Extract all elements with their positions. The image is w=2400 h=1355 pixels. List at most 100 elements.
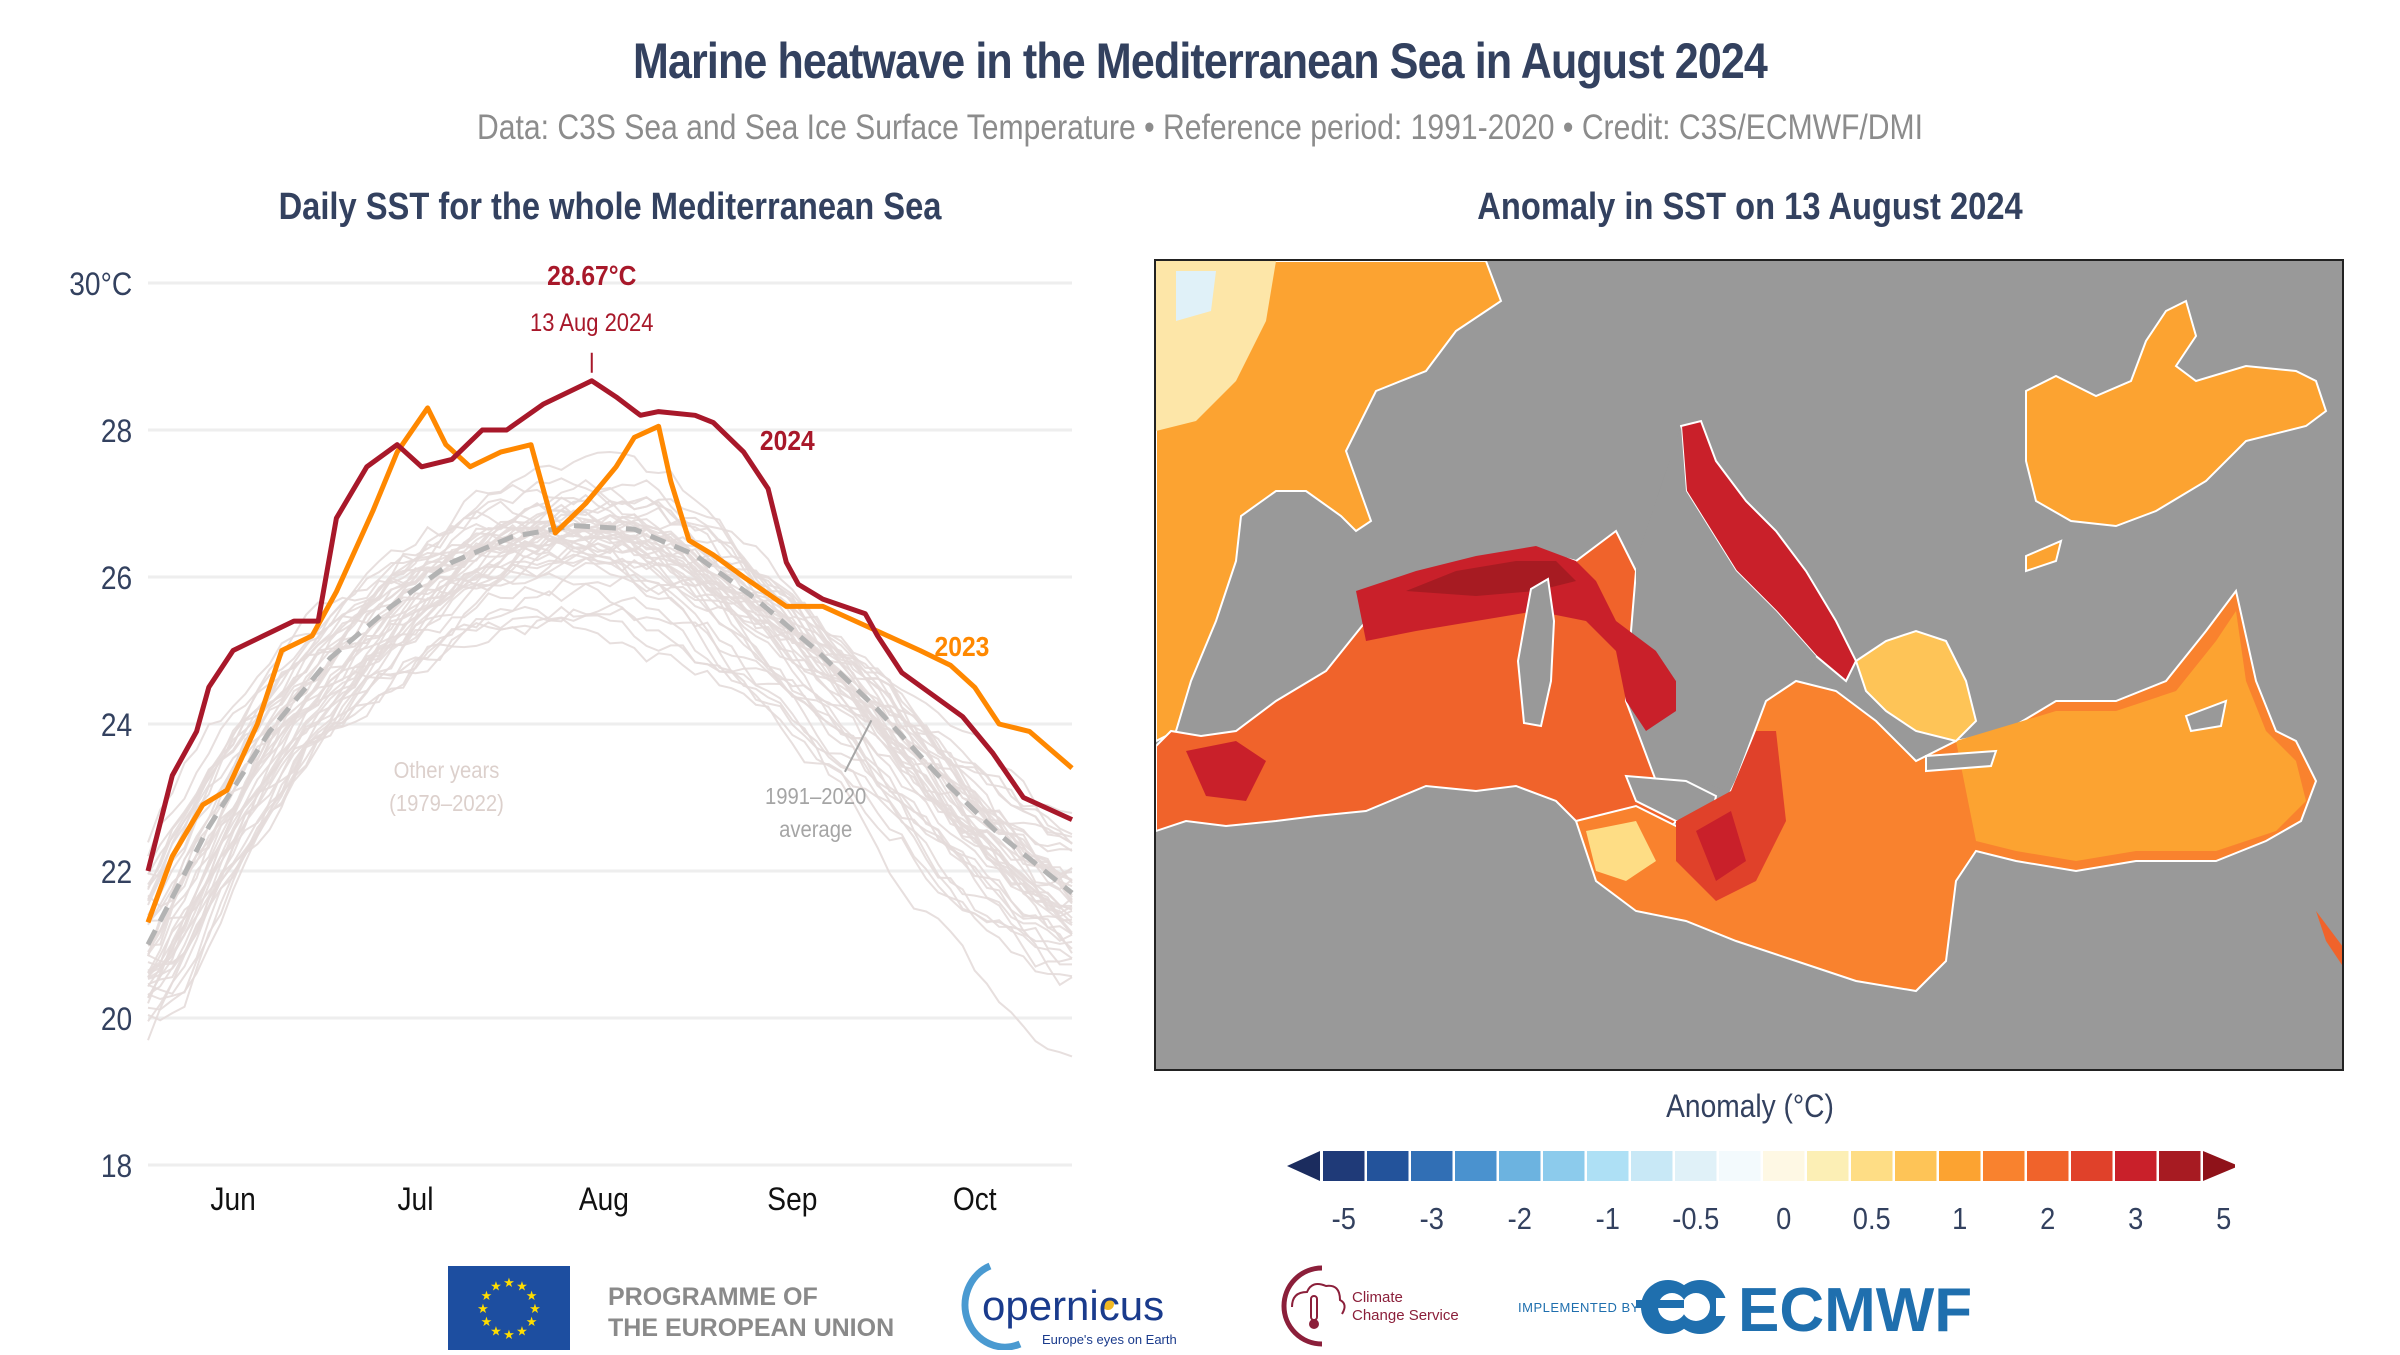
x-tick-label: Oct (953, 1182, 997, 1217)
atlantic-pale-patch (1176, 271, 1216, 321)
colorbar-swatch (1807, 1151, 1849, 1181)
colorbar-swatch (2115, 1151, 2157, 1181)
cloud-icon (1291, 1283, 1346, 1315)
thermometer-icon (1310, 1295, 1318, 1321)
label-average-2: average (779, 816, 852, 843)
ecmwf-wordmark: ECMWF (1738, 1276, 1972, 1338)
axis-ticks: 30°C 28 26 24 22 20 18 Jun Jul Aug Sep Oct (69, 267, 997, 1217)
ecmwf-logo: ECMWF (1636, 1276, 1972, 1338)
c3s-arc-icon (1281, 1265, 1323, 1347)
colorbar-ticks: -5 -3 -2 -1 -0.5 0 0.5 1 2 3 5 (1332, 1202, 2232, 1236)
label-2024: 2024 (760, 425, 815, 457)
map-title: Anomaly in SST on 13 August 2024 (1477, 186, 2023, 228)
eu-star-icon: ★ (503, 1327, 515, 1342)
eu-star-icon: ★ (526, 1314, 538, 1329)
other-year-line (147, 450, 1073, 975)
eu-star-icon: ★ (481, 1288, 493, 1303)
other-year-line (147, 542, 1073, 979)
x-tick-label: Jun (210, 1182, 255, 1217)
colorbar-tick-label: 3 (2128, 1202, 2143, 1236)
colorbar-swatch (1543, 1151, 1585, 1181)
copernicus-logo: opernicus Europe's eyes on Earth (961, 1262, 1177, 1350)
marmara (2025, 539, 2063, 573)
colorbar-tick-label: -5 (1332, 1202, 1356, 1236)
other-year-line (147, 526, 1073, 911)
subtitle: Data: C3S Sea and Sea Ice Surface Temper… (477, 108, 1923, 147)
c3s-line1: Climate (1352, 1289, 1403, 1306)
eu-star-icon: ★ (529, 1301, 541, 1316)
other-year-line (147, 528, 1073, 947)
copernicus-dot-icon (1102, 1298, 1114, 1310)
alboran-hot (1186, 741, 1266, 801)
eu-stars-icon: ★ ★★★★★★★★★★★ (477, 1275, 541, 1342)
crete (1925, 749, 1998, 773)
colorbar-swatch (1983, 1151, 2025, 1181)
colorbar-swatches (1287, 1151, 2235, 1181)
other-year-line (147, 596, 1072, 1004)
eu-star-icon: ★ (503, 1275, 515, 1290)
eu-star-icon: ★ (490, 1324, 502, 1339)
y-tick-label: 28 (101, 414, 132, 449)
annotations: 28.67°C 13 Aug 2024 2024 2023 Other years (19… (389, 259, 989, 842)
x-tick-label: Jul (397, 1182, 433, 1217)
c3s-line2: Change Service (1352, 1307, 1459, 1324)
series-lines (145, 378, 1074, 946)
other-year-line (147, 479, 1073, 969)
eu-star-icon: ★ (516, 1324, 528, 1339)
colorbar-tick-label: 1 (1952, 1202, 1967, 1236)
y-tick-label: 24 (101, 708, 132, 743)
eu-star-icon: ★ (490, 1278, 502, 1293)
red-sea-tip (2316, 911, 2342, 965)
colorbar-swatch (1719, 1151, 1761, 1181)
colorbar-over-arrow (2203, 1151, 2235, 1181)
other-year-line (147, 518, 1073, 999)
copernicus-tagline: Europe's eyes on Earth (1042, 1332, 1177, 1347)
other-year-line (147, 514, 1073, 908)
eu-flag-logo: ★ ★ ★ ★ ★ ★ ★ ★ ★ ★ ★ ★ (448, 1266, 570, 1350)
other-year-line (147, 526, 1073, 910)
y-tick-label: 22 (101, 855, 132, 890)
eu-programme-text: PROGRAMME OF THE EUROPEAN UNION (608, 1282, 894, 1344)
eastern-med (1956, 611, 2306, 861)
colorbar-tick-label: 5 (2216, 1202, 2231, 1236)
colorbar-tick-label: -3 (1420, 1202, 1444, 1236)
implemented-by-text: IMPLEMENTED BY (1518, 1300, 1640, 1315)
cyprus (2184, 699, 2228, 733)
map-canvas (1156, 261, 2342, 993)
peak-value-label: 28.67°C (547, 259, 636, 291)
eu-text-line2: THE EUROPEAN UNION (608, 1314, 895, 1342)
main-title: Marine heatwave in the Mediterranean Sea… (633, 33, 1768, 89)
other-year-line (147, 509, 1073, 890)
colorbar-swatch (1675, 1151, 1717, 1181)
series-line-1991-2020-average (145, 523, 1074, 946)
other-years-lines (147, 450, 1073, 1058)
colorbar-under-arrow (1287, 1151, 1320, 1181)
peak-date-label: 13 Aug 2024 (530, 308, 653, 336)
black-sea (2025, 299, 2328, 528)
colorbar-swatch (1323, 1151, 1365, 1181)
colorbar-title: Anomaly (°C) (1666, 1088, 1834, 1124)
ecmwf-symbol-icon (1636, 1280, 1736, 1334)
colorbar: -5 -3 -2 -1 -0.5 0 0.5 1 2 3 5 (1287, 1151, 2235, 1236)
series-line-2024 (145, 378, 1074, 872)
colorbar-tick-label: 0.5 (1853, 1202, 1891, 1236)
y-tick-label: 26 (101, 561, 132, 596)
atlantic-region (1156, 261, 1503, 743)
corsica-sardinia (1516, 577, 1556, 728)
copernicus-arc-icon (961, 1262, 1022, 1350)
colorbar-tick-label: 2 (2040, 1202, 2055, 1236)
colorbar-tick-label: -2 (1508, 1202, 1532, 1236)
other-year-line (147, 554, 1073, 968)
series-line-2023 (145, 405, 1074, 924)
eu-star-icon: ★ (481, 1314, 493, 1329)
colorbar-swatch (1939, 1151, 1981, 1181)
central-med (1574, 588, 2318, 993)
c3s-logo: Climate Change Service (1281, 1265, 1459, 1347)
label-2023: 2023 (935, 630, 990, 662)
eu-star-icon: ★ (516, 1278, 528, 1293)
y-tick-label: 30°C (69, 267, 132, 302)
colorbar-swatch (1367, 1151, 1409, 1181)
colorbar-swatch (1455, 1151, 1497, 1181)
colorbar-tick-label: 0 (1776, 1202, 1791, 1236)
